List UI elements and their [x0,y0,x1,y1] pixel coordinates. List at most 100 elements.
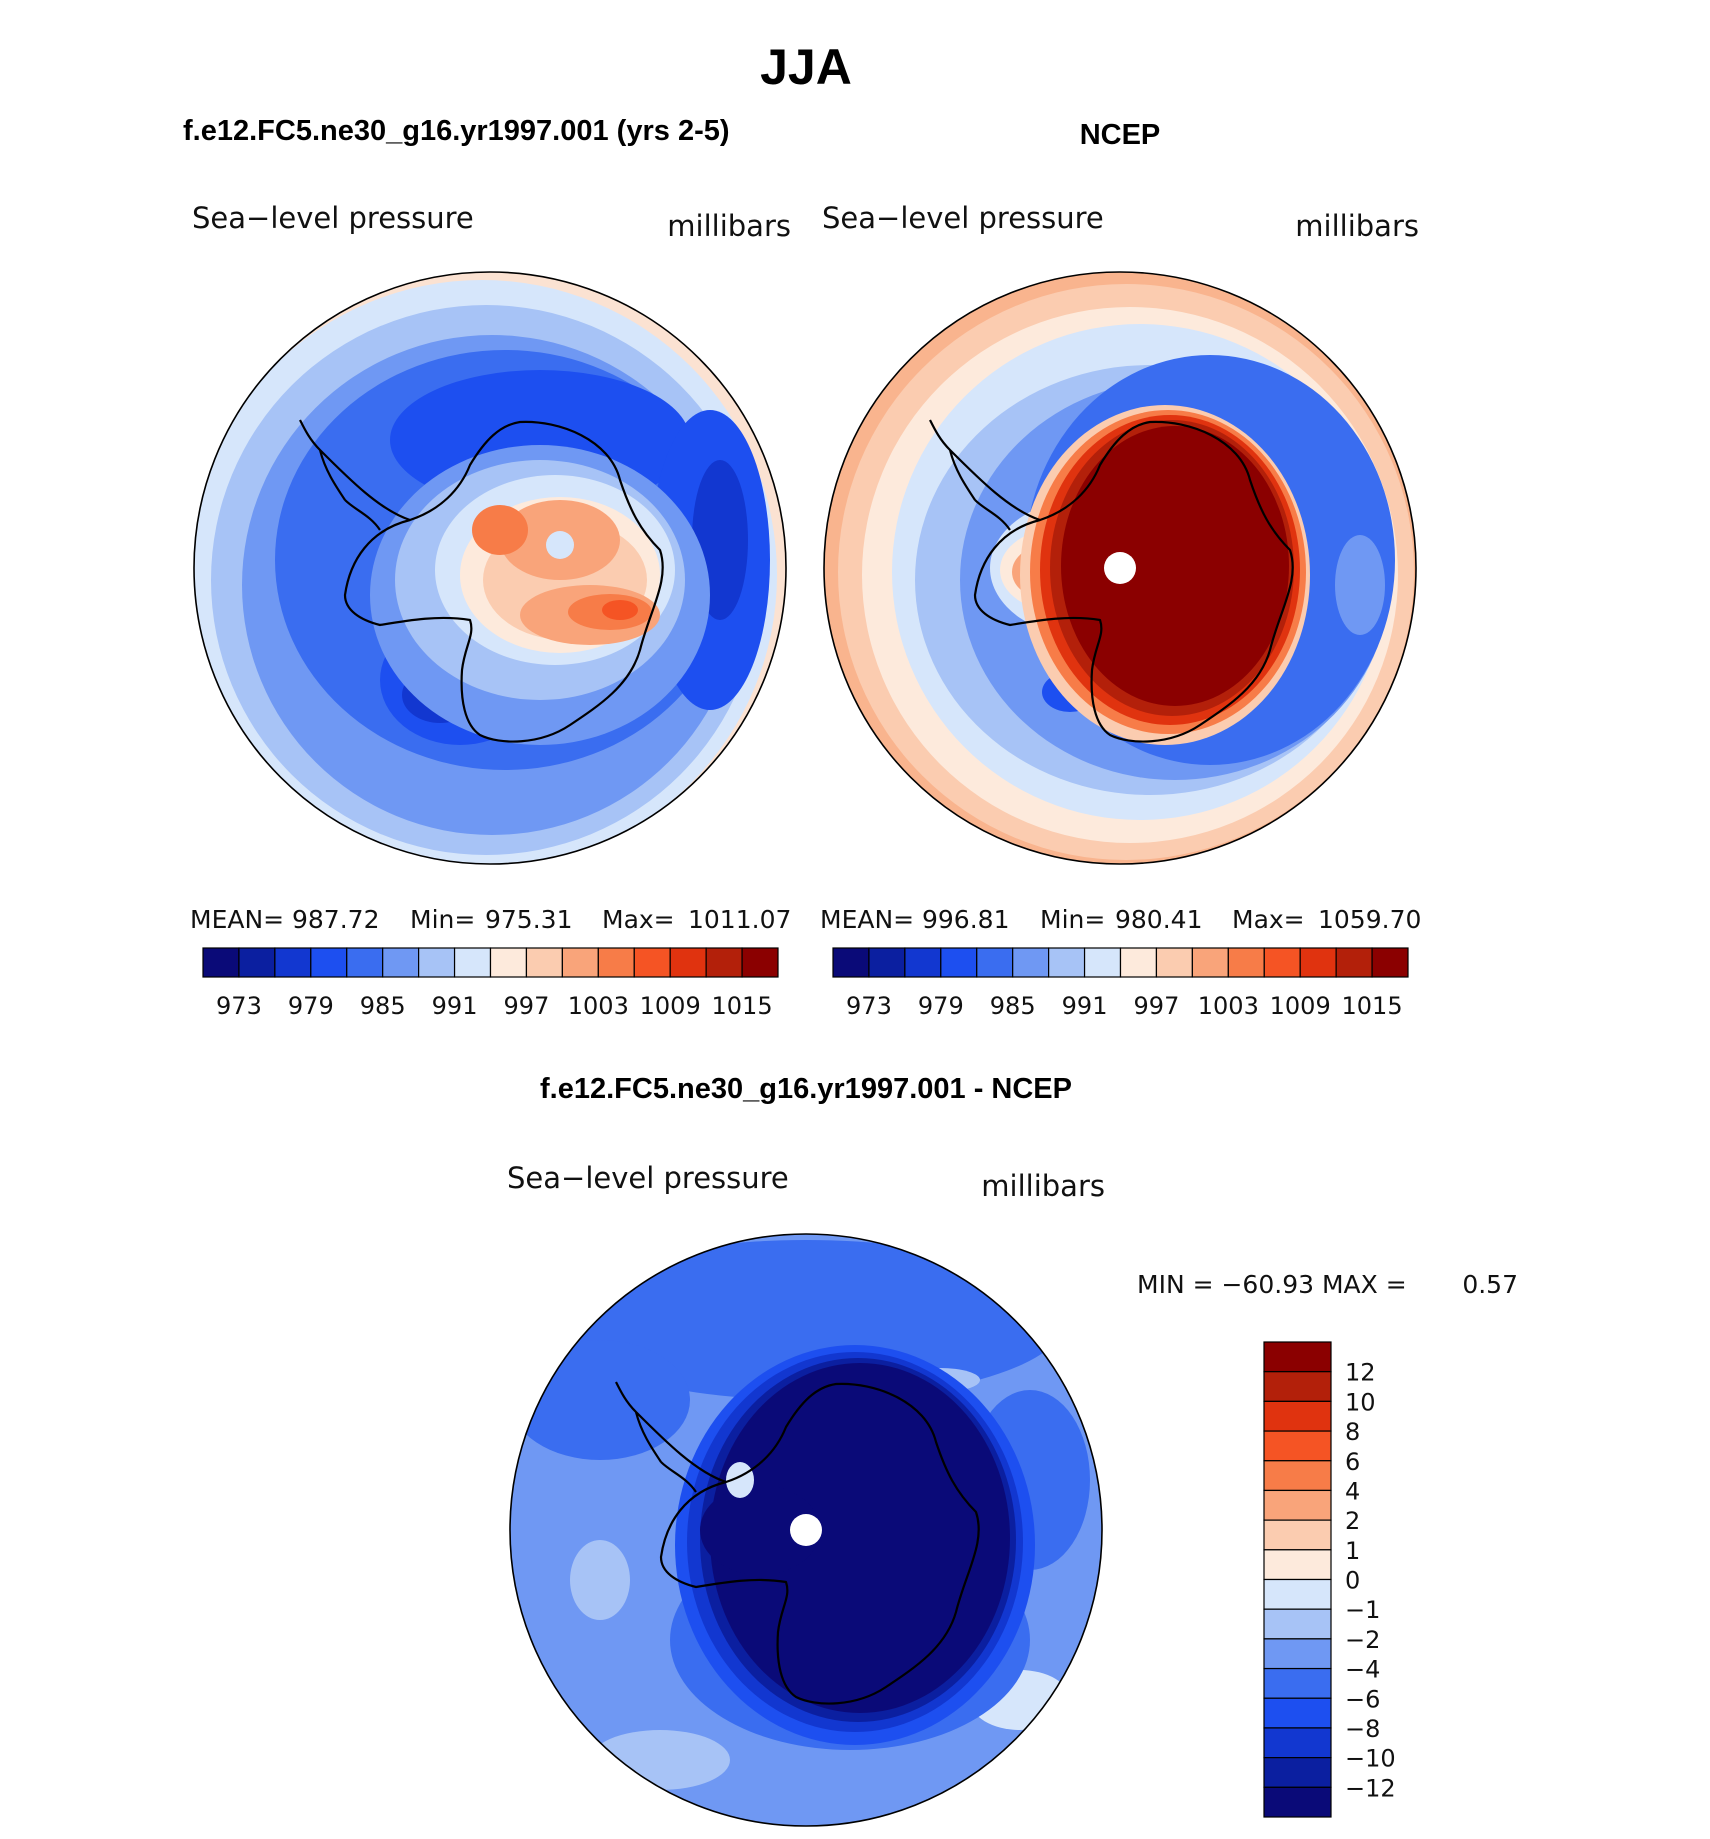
figure-title: JJA [760,39,852,95]
panel-diff-heading: f.e12.FC5.ne30_g16.yr1997.001 - NCEP [540,1073,1072,1105]
panel-ncep-colorbar-tick-label: 985 [990,992,1036,1020]
panel-ncep-colorbar: 973 979 985 991 997 1003 1009 1015 [832,947,1409,1020]
panel-diff-colorbar-tick-label: −6 [1345,1685,1380,1713]
panel-diff-colorbar-tick-label: −4 [1345,1656,1380,1684]
panel-ncep-colorbar-swatch-13 [1299,947,1337,978]
panel-model-stats: MEAN= 987.72 Min= 975.31 Max= 1011.07 [190,905,791,934]
panel-model-colorbar-swatch-8 [489,947,528,978]
panel-ncep-mean-value: 996.81 [922,905,1009,934]
panel-diff: f.e12.FC5.ne30_g16.yr1997.001 - NCEP Sea… [507,1073,1518,1827]
panel-diff-colorbar-swatch-5 [1263,1489,1332,1521]
panel-ncep-colorbar-swatch-6 [1048,947,1086,978]
panel-ncep-colorbar-swatch-1 [868,947,906,978]
panel-diff-colorbar-swatch-1 [1263,1371,1332,1402]
panel-ncep-max-value: 1059.70 [1318,905,1421,934]
panel-diff-colorbar-tick-label: −2 [1345,1626,1380,1654]
panel-diff-colorbar-tick-label: 1 [1345,1537,1360,1565]
panel-diff-map [510,1234,1102,1826]
panel-diff-colorbar-swatch-8 [1263,1578,1332,1610]
panel-model-colorbar-swatch-5 [382,947,420,978]
panel-diff-units: millibars [981,1169,1105,1203]
panel-model-min-value: 975.31 [485,905,572,934]
panel-ncep-max-label: Max= [1232,905,1305,934]
panel-ncep-colorbar-swatch-4 [976,947,1014,978]
panel-model-max-value: 1011.07 [688,905,791,934]
panel-diff-colorbar-swatch-2 [1263,1400,1332,1432]
panel-diff-colorbar-tick-label: 8 [1345,1418,1360,1446]
panel-diff-colorbar-tick-label: 4 [1345,1477,1360,1505]
panel-ncep-colorbar-swatch-2 [904,947,942,978]
panel-ncep-stats: MEAN= 996.81 Min= 980.41 Max= 1059.70 [820,905,1421,934]
panel-diff-colorbar-swatch-3 [1263,1430,1332,1462]
panel-ncep-colorbar-tick-label: 991 [1062,992,1108,1020]
panel-ncep-min-label: Min= [1040,905,1105,934]
panel-ncep-colorbar-swatch-15 [1371,947,1409,978]
panel-model-colorbar-tick-label: 997 [504,992,550,1020]
panel-model-colorbar-swatch-1 [238,947,276,978]
panel-diff-colorbar-swatch-0 [1263,1341,1332,1373]
panel-ncep-field-label: Sea−level pressure [822,201,1104,235]
panel-diff-colorbar-swatch-15 [1263,1786,1332,1818]
panel-diff-max-value: 0.57 [1462,1270,1518,1299]
panel-diff-colorbar-tick-label: −1 [1345,1596,1380,1624]
panel-diff-colorbar-swatch-6 [1263,1519,1332,1551]
panel-model-colorbar-swatch-3 [310,947,348,978]
panel-diff-colorbar-tick-label: −10 [1345,1745,1396,1773]
panel-ncep-colorbar-tick-label: 1009 [1270,992,1331,1020]
panel-model-colorbar-tick-label: 1015 [712,992,773,1020]
panel-model-colorbar-swatch-7 [453,947,492,978]
panel-diff-colorbar-swatch-12 [1263,1697,1332,1729]
panel-diff-colorbar-swatch-10 [1263,1638,1332,1670]
panel-model-heading: f.e12.FC5.ne30_g16.yr1997.001 (yrs 2-5) [183,115,730,147]
panel-diff-colorbar-swatch-7 [1263,1549,1332,1581]
panel-ncep-colorbar-tick-label: 1015 [1342,992,1403,1020]
panel-ncep-heading: NCEP [1080,119,1161,151]
panel-ncep-units: millibars [1295,209,1419,243]
panel-ncep-colorbar-swatch-9 [1155,947,1193,978]
panel-ncep: NCEP Sea−level pressure millibars [820,119,1421,1020]
panel-model-colorbar-swatch-14 [705,947,743,978]
panel-ncep-colorbar-swatch-12 [1263,947,1301,978]
panel-ncep-colorbar-swatch-11 [1227,947,1265,978]
panel-diff-colorbar-tick-label: 0 [1345,1567,1360,1595]
panel-ncep-min-value: 980.41 [1115,905,1202,934]
panel-model-colorbar-tick-label: 985 [360,992,406,1020]
panel-model-colorbar-swatch-13 [669,947,707,978]
panel-ncep-mean-label: MEAN= [820,905,914,934]
panel-model-field-label: Sea−level pressure [192,201,474,235]
panel-model-colorbar: 973 979 985 991 997 1003 1009 1015 [202,947,779,1020]
panel-diff-colorbar-tick-label: 2 [1345,1507,1360,1535]
panel-diff-colorbar-swatch-14 [1263,1757,1332,1788]
panel-model-min-label: Min= [410,905,475,934]
panel-model-colorbar-tick-label: 1003 [568,992,629,1020]
panel-ncep-colorbar-swatch-0 [832,947,870,978]
panel-ncep-colorbar-tick-label: 1003 [1198,992,1259,1020]
panel-ncep-colorbar-swatch-14 [1335,947,1373,978]
panel-model-colorbar-swatch-4 [346,947,384,978]
panel-diff-minmax-text: MIN = −60.93 MAX = [1137,1270,1407,1299]
panel-model-colorbar-tick-label: 1009 [640,992,701,1020]
panel-model-units: millibars [667,209,791,243]
panel-diff-colorbar-swatch-9 [1263,1608,1332,1640]
panel-diff-colorbar-tick-label: −12 [1345,1774,1396,1802]
panel-ncep-colorbar-swatch-5 [1012,947,1050,978]
panel-ncep-colorbar-swatch-7 [1083,947,1122,978]
panel-model-colorbar-swatch-12 [633,947,671,978]
panel-model-colorbar-swatch-11 [597,947,635,978]
panel-model-colorbar-swatch-9 [525,947,563,978]
panel-model-mean-value: 987.72 [292,905,379,934]
panel-diff-colorbar-swatch-4 [1263,1460,1332,1492]
panel-diff-colorbar-tick-label: −8 [1345,1715,1380,1743]
panel-diff-colorbar-swatch-11 [1263,1667,1332,1699]
panel-diff-colorbar-tick-label: 12 [1345,1359,1376,1387]
panel-ncep-colorbar-swatch-8 [1119,947,1158,978]
panel-model-map [194,272,786,864]
panel-ncep-colorbar-tick-label: 997 [1134,992,1180,1020]
panel-diff-colorbar-swatch-13 [1263,1727,1332,1759]
panel-ncep-map [824,272,1416,864]
panel-ncep-colorbar-tick-label: 973 [846,992,892,1020]
panel-model-max-label: Max= [602,905,675,934]
panel-ncep-colorbar-swatch-3 [940,947,978,978]
